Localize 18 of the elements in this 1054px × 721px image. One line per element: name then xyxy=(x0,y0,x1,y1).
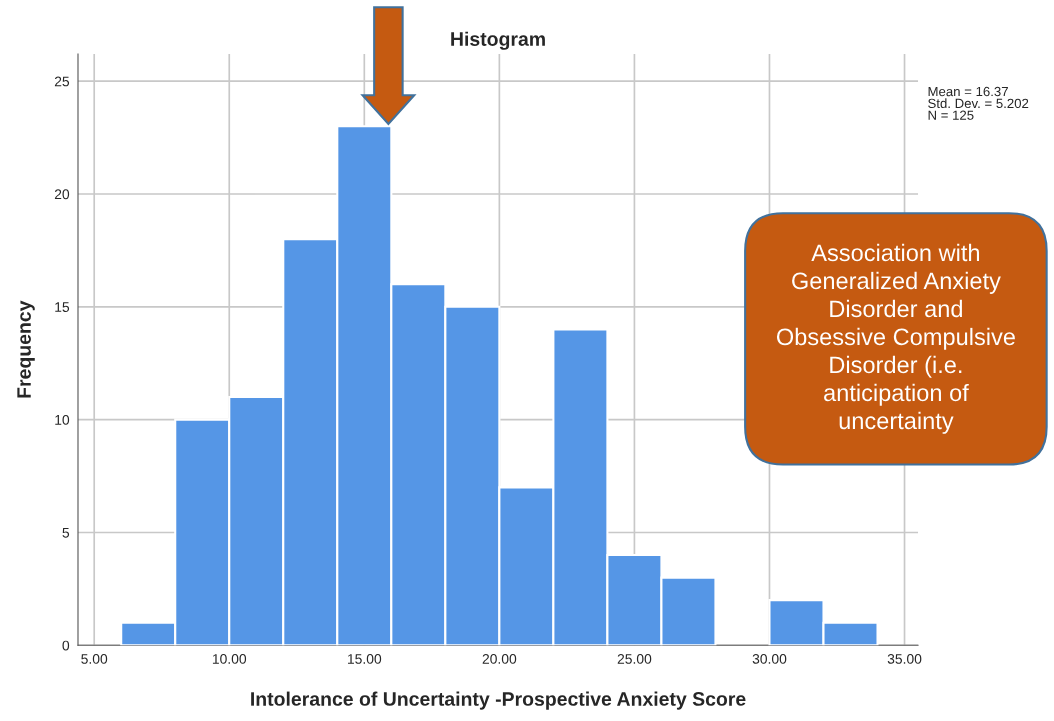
annotation: Association with Generalized Anxiety Disorder and Obsessive Compulsive Disorder (i.e. anticipation of uncertainty xyxy=(776,243,1015,434)
x-tick-label: 20.00 xyxy=(482,654,517,664)
y-tick-label: 5 xyxy=(62,527,70,538)
x-tick-label: 30.00 xyxy=(752,654,787,664)
chart-title: Histogram xyxy=(451,31,545,50)
x-tick-label: 35.00 xyxy=(887,654,922,664)
y-tick-label: 10 xyxy=(55,414,70,425)
y-axis-title: Frequency xyxy=(17,300,35,398)
x-tick-label: 25.00 xyxy=(617,654,652,664)
y-tick-label: 20 xyxy=(54,189,70,200)
x-tick-label: 5.00 xyxy=(81,654,108,664)
y-tick-label: 0 xyxy=(62,640,70,651)
x-tick-label: 15.00 xyxy=(347,654,382,664)
y-tick-label: 15 xyxy=(55,302,70,312)
x-axis-title: Intolerance of Uncertainty -Prospective Anxiety Score xyxy=(251,691,746,710)
x-tick-label: 10.00 xyxy=(212,654,247,664)
text: Mean = 16.37 Std. Dev. = 5.202 N = 125 xyxy=(928,86,1029,120)
y-tick-label: 25 xyxy=(54,76,70,87)
